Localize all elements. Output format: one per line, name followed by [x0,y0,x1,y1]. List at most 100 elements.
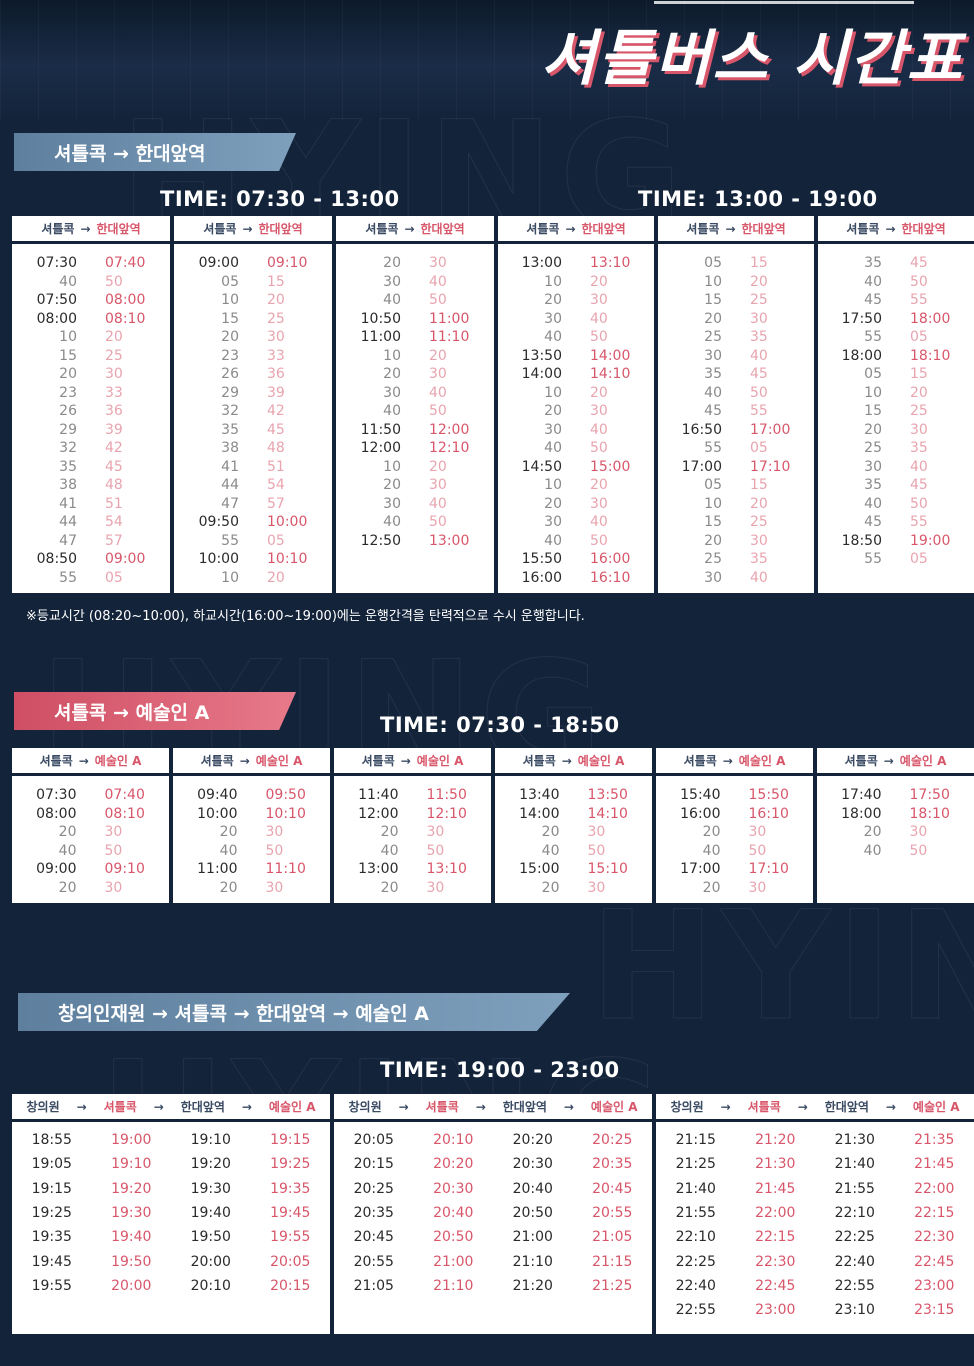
column-header: 셔틀콕 → 한대앞역 [336,216,494,244]
time-cell: 21:40 [834,1156,875,1173]
time-row: 40 50 [336,402,494,421]
arrival-time: 42 [267,403,285,420]
night-column: 19:00 19:10 19:20 19:30 19:40 19:50 20:00 [92,1128,172,1298]
arrival-time: 19:00 [910,532,951,549]
column-body: 07:30 07:40 08:00 08:10 20 30 40 50 09:00 09:10 20… [12,776,169,897]
time-row: 10 20 [12,328,170,347]
time-row: 55 05 [174,532,332,551]
departure-time: 30 [383,495,401,512]
arrival-time: 20 [750,273,768,290]
time-row: 30 40 [498,310,654,329]
time-cell: 21:05 [592,1229,633,1246]
arrival-time: 13:10 [426,861,467,878]
departure-time: 23 [59,384,77,401]
departure-time: 40 [704,384,722,401]
arrival-time: 40 [750,347,768,364]
time-cell: 21:30 [755,1156,796,1173]
departure-time: 40 [58,842,77,859]
departure-time: 10:00 [198,551,239,568]
time-row: 35 45 [174,421,332,440]
departure-time: 15 [864,403,882,420]
column-header: 창의원 → 셔틀콕 → 한대앞역 → 예술인 A [334,1094,652,1122]
column-body: 09:00 09:10 05 15 10 20 15 25 20 30 23 33 26 36 29 39 32… [174,244,332,587]
time-cell: 19:00 [111,1132,152,1149]
stop-handaeap: 한대앞역 [502,1100,547,1114]
column-body: 20 30 30 40 40 50 10:50 11:00 11:00 11:10 10 20 20 30… [336,244,494,550]
time-cell: 21:10 [433,1277,474,1294]
departure-time: 10 [544,477,562,494]
arrival-time: 14:00 [590,347,631,364]
arrival-time: 25 [910,403,928,420]
departure-time: 20 [863,824,882,841]
departure-time: 10:00 [197,805,238,822]
time-cell: 20:10 [433,1132,474,1149]
departure-time: 30 [544,514,562,531]
departure-time: 23 [221,347,239,364]
arrival-time: 30 [426,879,445,896]
arrival-time: 30 [265,824,284,841]
time-row: 20 30 [174,328,332,347]
departure-time: 15 [704,514,722,531]
departure-time: 40 [864,273,882,290]
time-cell: 22:00 [755,1205,796,1222]
arrival-time: 20 [590,477,608,494]
arrival-time: 30 [750,532,768,549]
arrival-time: 11:10 [265,861,306,878]
arrival-time: 15:00 [590,458,631,475]
arrival-time: 30 [590,292,608,309]
departure-time: 20 [864,421,882,438]
departure-time: 20 [221,329,239,346]
departure-time: 10 [544,384,562,401]
time-cell: 19:20 [111,1180,152,1197]
time-row: 40 50 [818,495,974,514]
time-row: 40 50 [336,513,494,532]
time-cell: 20:15 [270,1277,311,1294]
departure-time: 45 [864,292,882,309]
column-body: 07:30 07:40 40 50 07:50 08:00 08:00 08:10 10 20 15… [12,244,170,587]
departure-time: 15 [704,292,722,309]
origin-stop: 셔틀콕 [361,754,395,768]
time-row: 15 25 [12,347,170,366]
time-row: 20 30 [336,365,494,384]
time-cell: 20:35 [353,1205,394,1222]
time-row: 20 30 [656,823,813,842]
arrival-time: 18:10 [910,347,951,364]
time-row: 44 54 [174,476,332,495]
arrival-time: 17:10 [750,458,791,475]
time-row: 45 55 [818,291,974,310]
time-cell: 19:40 [111,1229,152,1246]
time-cell: 23:00 [755,1302,796,1319]
stop-yesulin: 예술인 A [590,1100,638,1114]
arrival-time: 20 [910,384,928,401]
arrival-time: 30 [105,366,123,383]
departure-time: 30 [383,273,401,290]
arrival-time: 14:10 [590,366,631,383]
departure-time: 32 [221,403,239,420]
night-column: 21:35 21:45 22:00 22:15 22:30 22:45 23:00 23:15 [895,1128,974,1322]
time-row: 20 30 [495,879,652,898]
time-row: 14:50 15:00 [498,458,654,477]
departure-time: 10 [383,458,401,475]
arrival-time: 30 [590,495,608,512]
time-range: TIME: 13:00 - 19:00 [638,187,878,211]
time-cell: 20:45 [353,1229,394,1246]
time-row: 38 48 [12,476,170,495]
arrival-time: 33 [267,347,285,364]
night-body: 18:55 19:05 19:15 19:25 19:35 19:45 19:55 19:00… [12,1122,330,1298]
time-row: 40 50 [498,439,654,458]
time-row: 13:50 14:00 [498,347,654,366]
time-row: 10:50 11:00 [336,310,494,329]
departure-time: 17:50 [841,310,882,327]
arrow-icon: → [725,221,736,236]
departure-time: 45 [704,403,722,420]
column-body: 13:40 13:50 14:00 14:10 20 30 40 50 15:00 15:10 20… [495,776,652,897]
time-row: 11:00 11:10 [173,860,330,879]
time-row: 05 15 [658,476,814,495]
arrival-time: 40 [590,421,608,438]
time-row: 09:40 09:50 [173,786,330,805]
time-cell: 19:45 [31,1253,72,1270]
arrival-time: 50 [910,495,928,512]
column-header: 셔틀콕 → 예술인 A [173,748,330,776]
departure-time: 38 [59,477,77,494]
departure-time: 20 [544,495,562,512]
